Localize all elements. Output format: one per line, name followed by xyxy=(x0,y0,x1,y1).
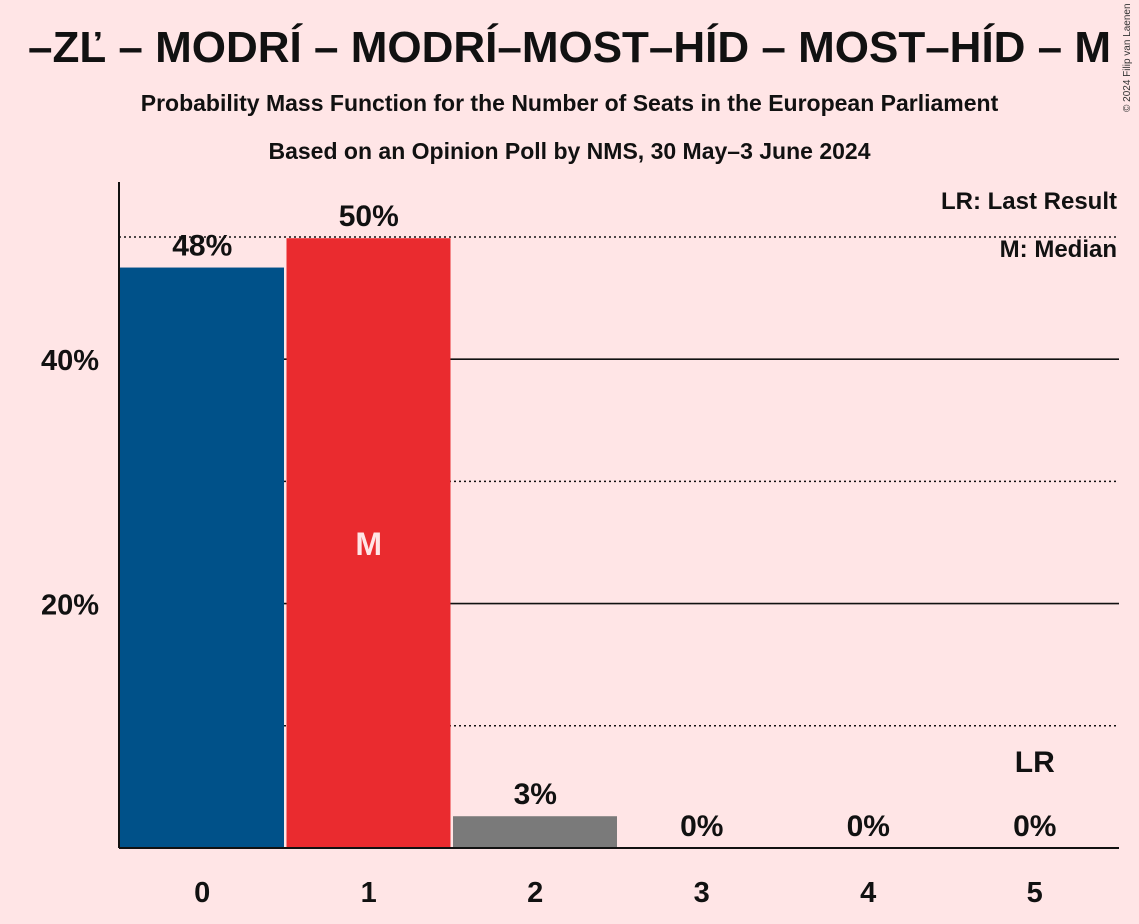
x-tick-label: 2 xyxy=(527,877,543,909)
x-tick-label: 3 xyxy=(694,877,710,909)
bar-value-label: 0% xyxy=(847,810,890,843)
bar-value-label: 0% xyxy=(1013,810,1056,843)
bar xyxy=(453,816,617,848)
bars xyxy=(120,238,617,849)
x-tick-label: 1 xyxy=(361,877,377,909)
bar-value-label: 50% xyxy=(339,200,399,233)
bar-value-label: 48% xyxy=(172,230,232,263)
bar-value-label: 3% xyxy=(514,778,557,811)
y-tick-label: 20% xyxy=(41,590,99,622)
bar xyxy=(286,238,451,849)
chart-subtitle-poll: Based on an Opinion Poll by NMS, 30 May–… xyxy=(268,138,871,164)
axes xyxy=(118,182,1119,849)
chart-title: –ZĽ – MODRÍ – MODRÍ–MOST–HÍD – MOST–HÍD … xyxy=(27,23,1112,72)
labels: 48%050%13%20%30%40%520%40%MLR xyxy=(41,200,1056,909)
chart-subtitle: Probability Mass Function for the Number… xyxy=(140,90,999,116)
last-result-marker: LR xyxy=(1015,746,1055,779)
x-tick-label: 5 xyxy=(1027,877,1043,909)
x-tick-label: 0 xyxy=(194,877,210,909)
bar-value-label: 0% xyxy=(680,810,723,843)
legend-median: M: Median xyxy=(1000,236,1117,263)
x-tick-label: 4 xyxy=(860,877,876,909)
median-marker: M xyxy=(355,526,382,562)
gridlines xyxy=(119,236,1119,727)
y-tick-label: 40% xyxy=(41,345,99,377)
bar xyxy=(120,267,284,849)
legend-last-result: LR: Last Result xyxy=(941,188,1117,215)
